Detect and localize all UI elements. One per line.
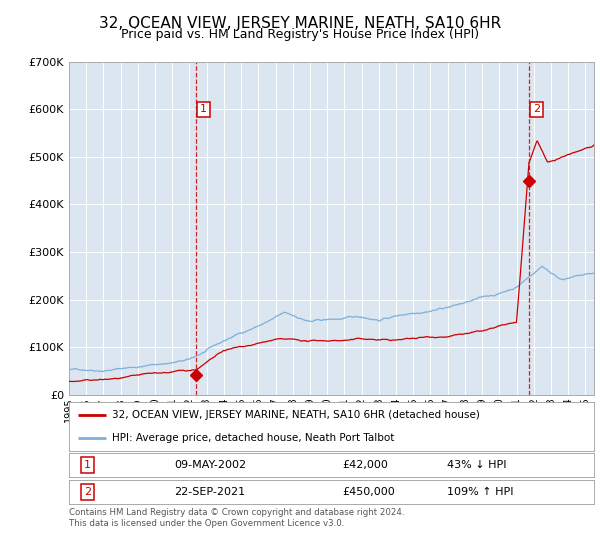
Text: 109% ↑ HPI: 109% ↑ HPI: [447, 487, 514, 497]
Text: 32, OCEAN VIEW, JERSEY MARINE, NEATH, SA10 6HR: 32, OCEAN VIEW, JERSEY MARINE, NEATH, SA…: [99, 16, 501, 31]
Text: 2: 2: [533, 105, 541, 114]
Text: 43% ↓ HPI: 43% ↓ HPI: [447, 460, 506, 470]
Text: Price paid vs. HM Land Registry's House Price Index (HPI): Price paid vs. HM Land Registry's House …: [121, 28, 479, 41]
Text: £42,000: £42,000: [342, 460, 388, 470]
Text: £450,000: £450,000: [342, 487, 395, 497]
Text: 22-SEP-2021: 22-SEP-2021: [174, 487, 245, 497]
Text: Contains HM Land Registry data © Crown copyright and database right 2024.
This d: Contains HM Land Registry data © Crown c…: [69, 508, 404, 528]
Text: 2: 2: [84, 487, 91, 497]
Text: 1: 1: [200, 105, 207, 114]
Text: 32, OCEAN VIEW, JERSEY MARINE, NEATH, SA10 6HR (detached house): 32, OCEAN VIEW, JERSEY MARINE, NEATH, SA…: [112, 410, 480, 420]
Text: HPI: Average price, detached house, Neath Port Talbot: HPI: Average price, detached house, Neat…: [112, 433, 394, 444]
Text: 09-MAY-2002: 09-MAY-2002: [174, 460, 246, 470]
Text: 1: 1: [84, 460, 91, 470]
